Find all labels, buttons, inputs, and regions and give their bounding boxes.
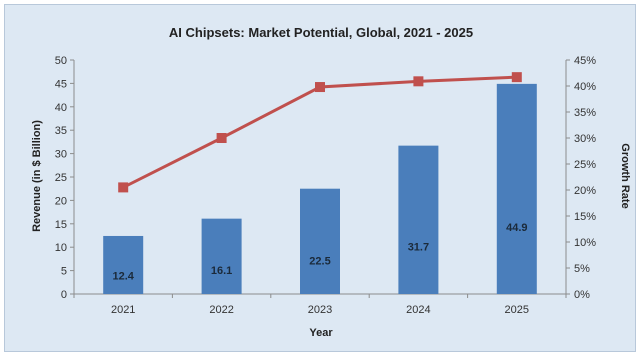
x-tick-label: 2025 [505,304,529,316]
y-right-tick-label: 0% [574,289,590,301]
y-left-tick-label: 30 [55,149,67,161]
x-tick-label: 2023 [308,304,332,316]
bar-2025 [496,83,537,294]
y-right-tick-label: 35% [574,107,596,119]
y-left-tick-label: 40 [55,102,67,114]
y-right-tick-label: 5% [574,263,590,275]
y-left-tick-label: 50 [55,55,67,67]
plot-area: 051015202530354045500%5%10%15%20%25%30%3… [55,55,596,316]
y-axis-left-title: Revenue (in $ Billion) [31,120,43,232]
y-right-tick-label: 20% [574,185,596,197]
bar-2022 [201,218,242,294]
y-left-tick-label: 45 [55,78,67,90]
x-tick-label: 2021 [111,304,135,316]
bar-2023 [300,188,340,294]
bar-value-label: 31.7 [408,242,429,254]
y-left-tick-label: 15 [55,219,67,231]
y-left-tick-label: 0 [61,289,67,301]
x-axis-title: Year [309,327,333,339]
y-left-tick-label: 25 [55,172,67,184]
growth-rate-marker-2024 [413,76,424,87]
y-right-tick-label: 40% [574,81,596,93]
growth-rate-marker-2022 [216,133,227,143]
bar-value-label: 16.1 [211,265,232,277]
bar-value-label: 22.5 [309,255,330,267]
y-left-tick-label: 5 [61,266,67,278]
y-right-tick-label: 25% [574,159,596,171]
y-left-tick-label: 35 [55,125,67,137]
x-tick-label: 2024 [406,304,430,316]
y-axis-right-title: Growth Rate [619,143,631,208]
y-left-tick-label: 10 [55,242,67,254]
growth-rate-marker-2023 [315,82,325,93]
y-right-tick-label: 10% [574,237,596,249]
x-tick-label: 2022 [209,304,233,316]
y-right-tick-label: 15% [574,211,596,223]
bar-value-label: 44.9 [506,222,527,234]
growth-rate-marker-2025 [511,72,522,83]
growth-rate-line [122,75,517,189]
bar-2021 [103,235,144,294]
bar-value-label: 12.4 [112,270,134,282]
y-right-tick-label: 45% [574,55,596,67]
bar-2024 [398,145,439,294]
growth-rate-marker-2021 [118,182,129,193]
chart-title: AI Chipsets: Market Potential, Global, 2… [169,25,473,40]
y-right-tick-label: 30% [574,133,596,145]
y-left-tick-label: 20 [55,195,67,207]
